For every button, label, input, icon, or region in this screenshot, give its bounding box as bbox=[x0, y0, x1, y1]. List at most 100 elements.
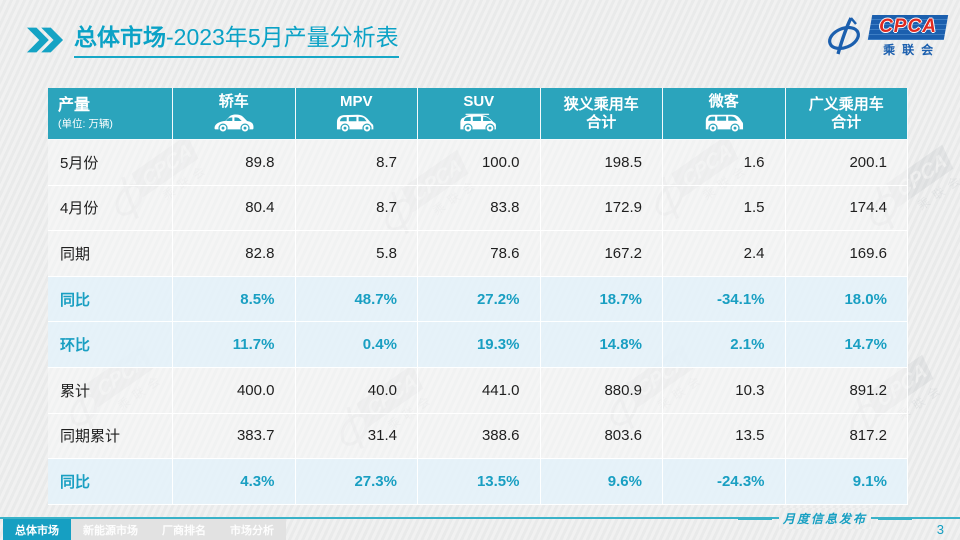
table-cell: 891.2 bbox=[785, 367, 908, 414]
tab-1[interactable]: 总体市场 bbox=[3, 519, 71, 540]
table-cell: 803.6 bbox=[540, 413, 663, 460]
column-label: 轿车 bbox=[218, 92, 249, 110]
table-cell: 198.5 bbox=[540, 140, 663, 186]
table-cell: 40.0 bbox=[295, 367, 418, 414]
column-header-1: 轿车 bbox=[173, 88, 296, 140]
table-cell: -24.3% bbox=[663, 459, 786, 505]
column-label: SUV bbox=[463, 92, 495, 110]
tab-2[interactable]: 新能源市场 bbox=[71, 519, 150, 540]
column-header-3: SUV bbox=[418, 88, 541, 140]
row-label: 同比 bbox=[48, 276, 173, 323]
page-number: 3 bbox=[936, 522, 944, 537]
table-cell: 14.8% bbox=[540, 322, 663, 368]
table-cell: 19.3% bbox=[418, 322, 541, 368]
slide-header: 总体市场-2023年5月产量分析表 bbox=[26, 24, 399, 58]
table-cell: 83.8 bbox=[418, 185, 541, 232]
tab-3[interactable]: 厂商排名 bbox=[150, 519, 218, 540]
column-header-5: 微客 bbox=[663, 88, 786, 140]
row-label: 4月份 bbox=[48, 185, 173, 232]
table-cell: 9.6% bbox=[540, 459, 663, 505]
table-cell: 1.6 bbox=[663, 140, 786, 186]
svg-text:乘联会: 乘联会 bbox=[915, 171, 960, 213]
table-cell: 8.5% bbox=[173, 276, 296, 323]
section-tabs: 总体市场 新能源市场 厂商排名 市场分析 bbox=[3, 519, 286, 540]
table-cell: 200.1 bbox=[785, 140, 908, 186]
table-cell: 89.8 bbox=[173, 140, 296, 186]
table-cell: 817.2 bbox=[785, 413, 908, 460]
note-dash-right bbox=[878, 517, 912, 520]
column-label: MPV bbox=[339, 92, 373, 110]
table-cell: -34.1% bbox=[663, 276, 786, 323]
mpv-icon bbox=[331, 112, 381, 134]
table-cell: 388.6 bbox=[418, 413, 541, 460]
table-cell: 10.3 bbox=[663, 367, 786, 414]
table-cell: 400.0 bbox=[173, 367, 296, 414]
sedan-icon bbox=[209, 112, 259, 134]
table-cell: 82.8 bbox=[173, 231, 296, 277]
note-dash-left bbox=[737, 517, 772, 520]
row-label: 累计 bbox=[48, 367, 173, 414]
table-cell: 18.7% bbox=[540, 276, 663, 323]
table-cell: 172.9 bbox=[540, 185, 663, 232]
table-cell: 27.2% bbox=[418, 276, 541, 323]
table-cell: 8.7 bbox=[295, 185, 418, 232]
row-label: 5月份 bbox=[48, 140, 173, 186]
table-cell: 174.4 bbox=[785, 185, 908, 232]
table-cell: 14.7% bbox=[785, 322, 908, 368]
column-label: 广义乘用车 bbox=[808, 96, 884, 114]
table-cell: 18.0% bbox=[785, 276, 908, 323]
column-label: 微客 bbox=[708, 92, 739, 110]
column-label-line2: 合计 bbox=[831, 113, 862, 131]
cpca-flag: CPCA bbox=[867, 15, 949, 40]
table-cell: 11.7% bbox=[173, 322, 296, 368]
column-header-2: MPV bbox=[295, 88, 418, 140]
footer-note: 月度信息发布 bbox=[737, 508, 912, 529]
table-cell: 0.4% bbox=[295, 322, 418, 368]
microvan-icon bbox=[699, 112, 749, 134]
table-cell: 27.3% bbox=[295, 459, 418, 505]
corner-label: 产量 bbox=[58, 97, 91, 115]
tab-4[interactable]: 市场分析 bbox=[218, 519, 286, 540]
table-cell: 78.6 bbox=[418, 231, 541, 277]
table-cell: 4.3% bbox=[173, 459, 296, 505]
row-label: 环比 bbox=[48, 322, 173, 368]
column-header-4: 狭义乘用车 合计 bbox=[540, 88, 663, 140]
table-cell: 48.7% bbox=[295, 276, 418, 323]
table-cell: 13.5 bbox=[663, 413, 786, 460]
table-cell: 167.2 bbox=[540, 231, 663, 277]
table-cell: 80.4 bbox=[173, 185, 296, 232]
column-header-metric: 产量 (单位: 万辆) bbox=[48, 88, 173, 140]
row-label: 同期 bbox=[48, 231, 173, 277]
cpca-emblem-icon bbox=[828, 16, 861, 54]
production-table: 产量 (单位: 万辆) 轿车 MPV SUV 狭义乘用车 合计 微客 广义乘用车 合计 5月份 89.… bbox=[48, 88, 908, 505]
footer-divider-line bbox=[0, 517, 960, 519]
suv-icon bbox=[454, 112, 504, 134]
table-cell: 441.0 bbox=[418, 367, 541, 414]
cpca-logo-text: CPCA 乘联会 bbox=[867, 15, 949, 58]
column-header-6: 广义乘用车 合计 bbox=[785, 88, 908, 140]
cpca-acronym: CPCA bbox=[879, 16, 938, 37]
column-label-line2: 合计 bbox=[586, 113, 617, 131]
double-chevron-icon bbox=[26, 27, 64, 53]
row-label: 同期累计 bbox=[48, 413, 173, 460]
unit-note: (单位: 万辆) bbox=[58, 117, 113, 130]
table-cell: 1.5 bbox=[663, 185, 786, 232]
table-cell: 100.0 bbox=[418, 140, 541, 186]
table-cell: 383.7 bbox=[173, 413, 296, 460]
table-cell: 9.1% bbox=[785, 459, 908, 505]
table-cell: 31.4 bbox=[295, 413, 418, 460]
page-title-rest: -2023年5月产量分析表 bbox=[166, 24, 399, 50]
table-cell: 169.6 bbox=[785, 231, 908, 277]
footer-note-text: 月度信息发布 bbox=[778, 508, 871, 529]
table-cell: 2.1% bbox=[663, 322, 786, 368]
page-title-section: 总体市场 bbox=[74, 24, 166, 50]
page-title: 总体市场-2023年5月产量分析表 bbox=[74, 24, 399, 58]
row-label: 同比 bbox=[48, 459, 173, 505]
cpca-chinese-name: 乘联会 bbox=[883, 43, 941, 57]
table-cell: 880.9 bbox=[540, 367, 663, 414]
table-cell: 2.4 bbox=[663, 231, 786, 277]
table-cell: 8.7 bbox=[295, 140, 418, 186]
column-label: 狭义乘用车 bbox=[563, 96, 639, 114]
table-cell: 13.5% bbox=[418, 459, 541, 505]
cpca-logo: CPCA 乘联会 bbox=[825, 15, 949, 58]
